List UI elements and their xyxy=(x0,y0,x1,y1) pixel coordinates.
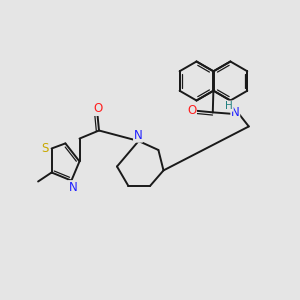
Text: N: N xyxy=(68,181,77,194)
Text: S: S xyxy=(41,142,49,155)
Text: N: N xyxy=(231,106,240,119)
Text: H: H xyxy=(225,101,233,111)
Text: N: N xyxy=(134,129,142,142)
Text: O: O xyxy=(93,102,102,116)
Text: O: O xyxy=(187,104,196,117)
